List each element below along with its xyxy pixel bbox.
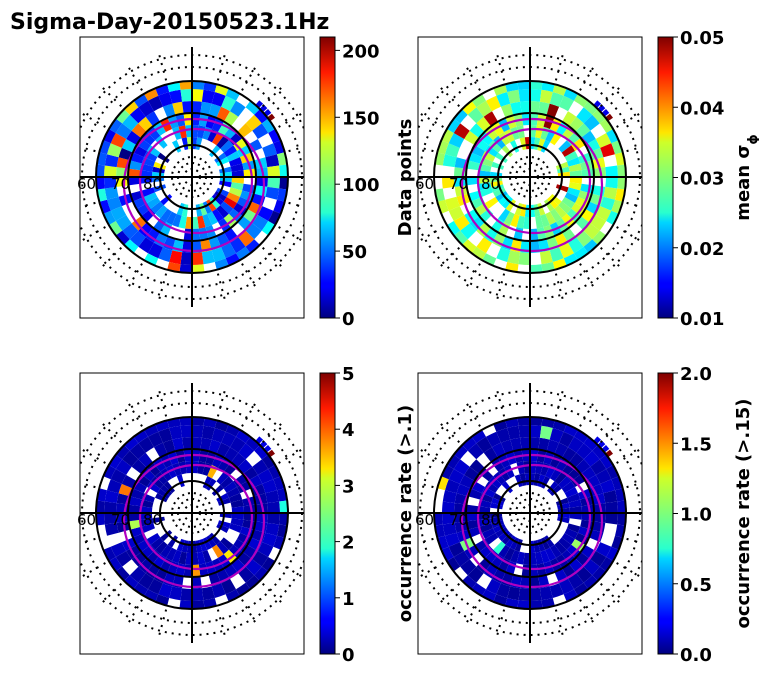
panel-4-colorbar-label: occurrence rate (>.15)	[733, 399, 754, 629]
panel-1-lat-label: 60	[77, 175, 96, 193]
panel-3-lat-label: 60	[77, 511, 96, 529]
panel-2-colorbar-label: mean σϕ	[733, 134, 759, 221]
panel-3-colorbar-tick: 4	[342, 420, 355, 441]
panel-1-colorbar-tick: 150	[342, 108, 380, 129]
panel-2-colorbar-tick: 0.05	[680, 28, 724, 49]
panel-2-lat-label: 60	[415, 175, 434, 193]
panel-4-lat-label: 60	[415, 511, 434, 529]
panel-2-lat-label: 80	[481, 175, 500, 193]
panel-3: 60 70 80 0 1 2 3 4 5 occurrence rate (>.1)	[77, 364, 416, 666]
panel-4: 60 70 80 0.0 0.5 1.0 1.5 2.0 occurrence rate (>.…	[415, 364, 754, 666]
panel-3-colorbar-tick: 1	[342, 589, 355, 610]
panel-4-colorbar-tick: 0.5	[680, 575, 712, 596]
panel-1-colorbar: 0 50 100 150 200 Data points	[319, 36, 416, 330]
panel-3-lat-label: 70	[111, 511, 130, 529]
panel-4-colorbar-tick: 2.0	[680, 364, 712, 385]
panel-3-colorbar-tick: 5	[342, 364, 355, 385]
panel-4-colorbar-tick: 0.0	[680, 645, 712, 666]
panel-1-lat-label: 80	[143, 175, 162, 193]
panel-1-colorbar-tick: 50	[342, 242, 367, 263]
panel-3-colorbar-tick: 3	[342, 476, 355, 497]
figure-title: Sigma-Day-20150523.1Hz	[10, 10, 329, 35]
panel-2-colorbar-tick: 0.04	[680, 98, 724, 119]
panel-4-bins	[433, 416, 627, 610]
panel-2-frame	[417, 36, 643, 319]
panel-1-colorbar-tick: 200	[342, 41, 380, 62]
panel-2-colorbar: 0.01 0.02 0.03 0.04 0.05 mean σϕ	[657, 28, 759, 330]
panel-2: 60 70 80 0.01 0.02 0.03 0.04 0.05 mean σϕ	[415, 28, 759, 330]
panel-4-colorbar: 0.0 0.5 1.0 1.5 2.0 occurrence rate (>.15)	[657, 364, 754, 666]
panel-4-colorbar-tick: 1.5	[680, 434, 712, 455]
panel-2-colorbar-tick: 0.03	[680, 169, 724, 190]
panel-3-frame	[79, 372, 305, 655]
panel-1: 60 70 80 0 50 100 150 200 Data points	[77, 36, 416, 330]
panel-1-colorbar-tick: 100	[342, 175, 380, 196]
panel-4-colorbar-tick: 1.0	[680, 505, 712, 526]
panel-3-colorbar-tick: 0	[342, 645, 355, 666]
panel-3-lat-label: 80	[143, 511, 162, 529]
panel-3-colorbar: 0 1 2 3 4 5 occurrence rate (>.1)	[319, 364, 416, 666]
panel-4-lat-label: 70	[449, 511, 468, 529]
panel-2-colorbar-tick: 0.01	[680, 309, 724, 330]
panel-4-lat-label: 80	[481, 511, 500, 529]
panel-2-lat-label: 70	[449, 175, 468, 193]
panel-1-colorbar-label: Data points	[395, 119, 416, 237]
panel-1-lat-label: 70	[111, 175, 130, 193]
panel-3-bins	[95, 416, 289, 610]
panel-1-frame	[79, 36, 305, 319]
panel-1-colorbar-tick: 0	[342, 309, 355, 330]
panel-2-colorbar-tick: 0.02	[680, 239, 724, 260]
panel-3-colorbar-tick: 2	[342, 533, 355, 554]
panel-3-colorbar-label: occurrence rate (>.1)	[395, 405, 416, 622]
panel-4-frame	[417, 372, 643, 655]
